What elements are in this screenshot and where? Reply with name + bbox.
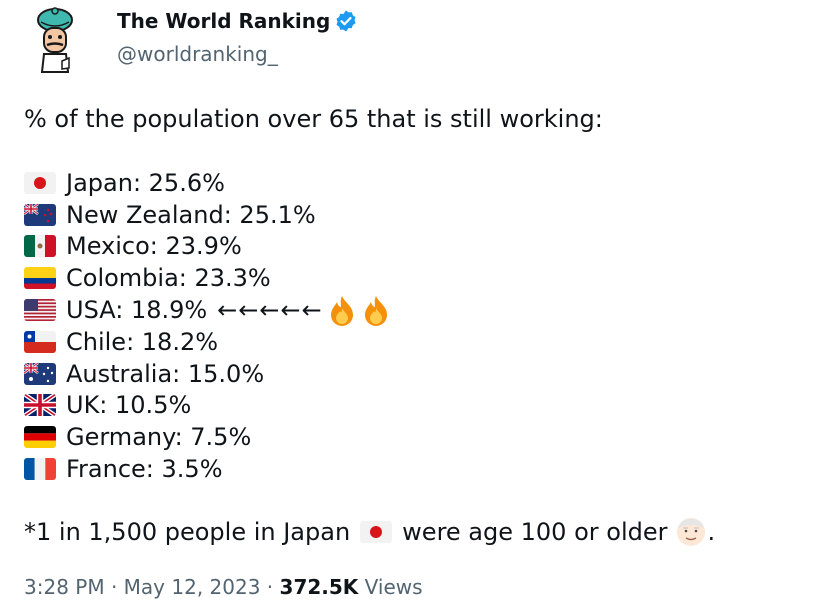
new-zealand-flag-icon xyxy=(24,203,56,226)
old-person-icon xyxy=(675,516,707,548)
author-name-row[interactable]: The World Ranking xyxy=(117,8,358,34)
avatar[interactable] xyxy=(24,6,86,74)
meta-separator: · xyxy=(260,575,280,599)
country-text: France: 3.5% xyxy=(66,455,223,484)
verified-badge-icon[interactable] xyxy=(334,9,358,33)
country-text: Mexico: 23.9% xyxy=(66,232,242,261)
list-item-colombia: Colombia: 23.3% xyxy=(24,262,391,294)
colombia-flag-icon xyxy=(24,267,56,290)
japan-flag-icon xyxy=(360,521,393,543)
country-text: Chile: 18.2% xyxy=(66,327,219,356)
germany-flag-icon xyxy=(24,426,56,449)
list-item-chile: Chile: 18.2% xyxy=(24,326,391,358)
fire-icon xyxy=(327,294,357,327)
tweet-meta: 3:28 PM · May 12, 2023 · 372.5K Views xyxy=(24,574,423,600)
list-item-uk: UK: 10.5% xyxy=(24,390,391,422)
list-item-australia: Australia: 15.0% xyxy=(24,358,391,390)
display-name[interactable]: The World Ranking xyxy=(117,9,331,33)
chile-flag-icon xyxy=(24,330,56,353)
fire-icon xyxy=(361,294,391,327)
list-item-japan: Japan: 25.6% xyxy=(24,167,391,199)
country-text: UK: 10.5% xyxy=(66,391,192,420)
avatar-turban-figure-icon xyxy=(37,7,73,73)
country-text: Germany: 7.5% xyxy=(66,423,252,452)
tweet-time[interactable]: 3:28 PM xyxy=(24,575,105,599)
footnote-text-part2: were age 100 or older xyxy=(402,518,668,546)
country-text: USA: 18.9% xyxy=(66,296,208,325)
country-text: Australia: 15.0% xyxy=(66,359,265,388)
mexico-flag-icon xyxy=(24,235,56,258)
country-text: Japan: 25.6% xyxy=(66,168,225,197)
list-item-usa: USA: 18.9% ←←←←← xyxy=(24,294,391,327)
list-item-mexico: Mexico: 23.9% xyxy=(24,231,391,263)
country-list: Japan: 25.6% New Zealand: 25.1% Mexico: … xyxy=(24,167,391,485)
uk-flag-icon xyxy=(24,394,56,417)
australia-flag-icon xyxy=(24,362,56,385)
left-arrows: ←←←←← xyxy=(217,296,323,325)
list-item-new-zealand: New Zealand: 25.1% xyxy=(24,199,391,231)
tweet-intro-text: % of the population over 65 that is stil… xyxy=(24,105,603,133)
usa-flag-icon xyxy=(24,299,56,322)
list-item-germany: Germany: 7.5% xyxy=(24,421,391,453)
list-item-france: France: 3.5% xyxy=(24,453,391,485)
country-text: Colombia: 23.3% xyxy=(66,264,271,293)
author-handle[interactable]: @worldranking_ xyxy=(117,42,278,66)
footnote-end: . xyxy=(707,518,716,546)
footnote-text-part1: *1 in 1,500 people in Japan xyxy=(24,518,351,546)
japan-flag-icon xyxy=(24,171,56,194)
meta-separator: · xyxy=(104,575,124,599)
country-text: New Zealand: 25.1% xyxy=(66,200,316,229)
views-label: Views xyxy=(358,575,423,599)
views-count[interactable]: 372.5K xyxy=(279,575,359,599)
france-flag-icon xyxy=(24,458,56,481)
tweet-date[interactable]: May 12, 2023 xyxy=(123,575,261,599)
tweet-footnote: *1 in 1,500 people in Japan were age 100… xyxy=(24,516,715,548)
